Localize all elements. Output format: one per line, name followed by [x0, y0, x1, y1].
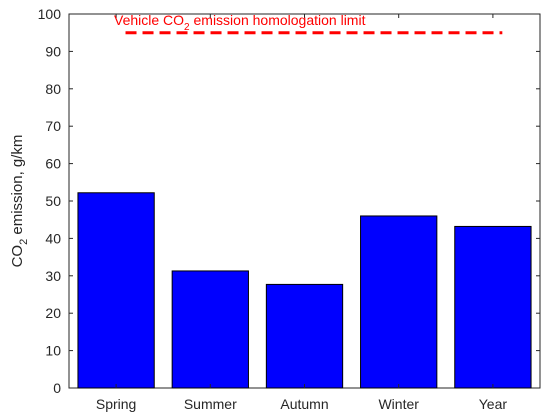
bars-group [77, 192, 532, 389]
y-tick-label: 0 [53, 380, 61, 396]
bar-winter [360, 215, 438, 389]
homologation-limit-label-prefix: Vehicle CO [114, 12, 184, 28]
y-axis-label: CO2 emission, g/km [9, 135, 30, 268]
y-tick-label: 60 [45, 156, 61, 172]
y-tick-label: 90 [45, 43, 61, 59]
y-tick-label: 20 [45, 305, 61, 321]
y-axis-label-prefix: CO [9, 245, 26, 268]
y-tick-label: 10 [45, 343, 61, 359]
homologation-limit-label: Vehicle CO2 emission homologation limit [114, 12, 366, 33]
ticks-group: Spring Summer Autumn Winter Year 0 10 20 30 40 50 6… [38, 6, 540, 412]
bar-autumn [265, 283, 344, 389]
x-tick-label: Winter [378, 396, 419, 412]
bar-summer [171, 270, 249, 389]
y-axis-label-suffix: emission, g/km [9, 135, 26, 239]
x-tick-label: Spring [96, 396, 136, 412]
x-tick-label: Year [479, 396, 508, 412]
y-tick-label: 50 [45, 193, 61, 209]
y-tick-label: 40 [45, 230, 61, 246]
x-tick-label: Summer [184, 396, 237, 412]
bar-year [454, 225, 532, 389]
y-tick-label: 70 [45, 118, 61, 134]
homologation-limit-label-suffix: emission homologation limit [190, 12, 366, 28]
x-tick-label: Autumn [280, 396, 328, 412]
y-tick-label: 30 [45, 268, 61, 284]
y-axis-label-subscript: 2 [18, 239, 30, 245]
y-tick-label: 100 [38, 6, 62, 22]
homologation-limit-label-subscript: 2 [184, 22, 190, 33]
plot-area: Spring Summer Autumn Winter Year 0 10 20 30 40 50 6… [38, 6, 541, 412]
bar-spring [77, 192, 155, 389]
y-tick-label: 80 [45, 81, 61, 97]
